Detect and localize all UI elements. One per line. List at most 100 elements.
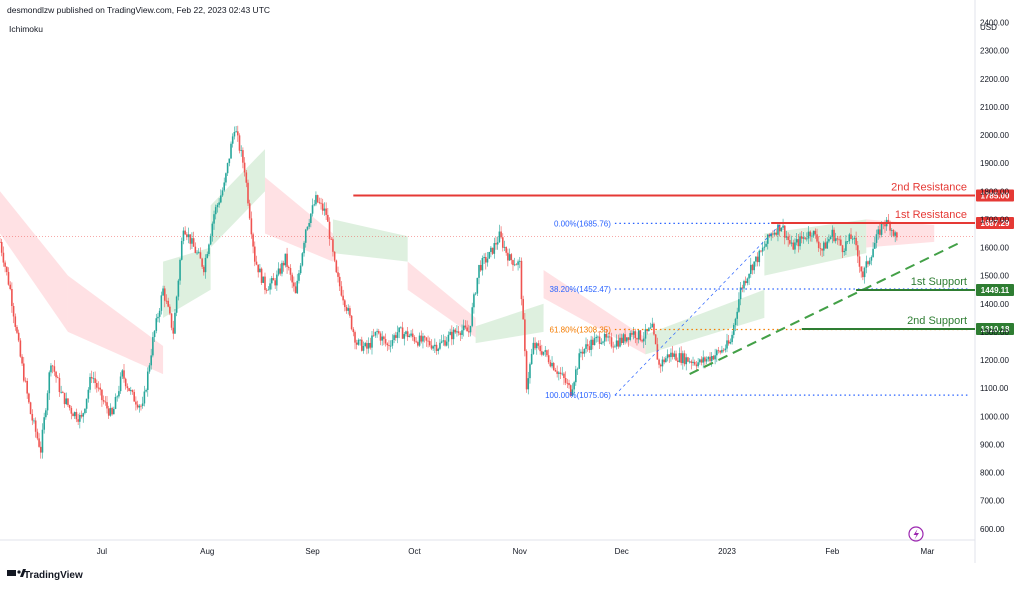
candle-body	[231, 136, 234, 144]
candle-body	[592, 339, 594, 346]
candle-body	[28, 393, 30, 403]
level-label: 1st Support	[911, 276, 967, 288]
candle-body	[896, 232, 898, 238]
candle-body	[213, 214, 215, 224]
candle-body	[396, 332, 399, 338]
candle-body	[729, 342, 732, 344]
candle-body	[332, 239, 334, 252]
candle-body	[209, 235, 212, 245]
indicator-label: Ichimoku	[9, 24, 43, 34]
lightning-icon[interactable]	[908, 526, 924, 542]
candle-body	[201, 258, 203, 267]
candle-body	[138, 405, 141, 408]
candle-body	[192, 238, 195, 247]
candle-body	[653, 323, 655, 335]
candle-body	[408, 335, 411, 338]
candle-body	[58, 378, 61, 393]
candle-body	[760, 250, 762, 252]
candle-body	[524, 319, 526, 352]
candle-body	[479, 264, 482, 271]
candle-body	[12, 305, 15, 317]
candle-body	[654, 334, 657, 345]
candle-body	[547, 355, 550, 363]
candle-body	[840, 239, 842, 246]
candle-body	[469, 325, 472, 333]
candle-body	[636, 338, 638, 340]
candle-body	[347, 308, 350, 311]
candle-body	[293, 282, 295, 287]
candle-body	[473, 294, 475, 308]
candle-body	[751, 264, 754, 271]
candle-body	[795, 239, 798, 243]
candle-body	[264, 276, 266, 290]
candle-body	[558, 372, 560, 374]
candle-body	[800, 236, 803, 239]
candle-body	[590, 339, 592, 350]
price-tick-label: 1000.00	[980, 412, 1009, 421]
candle-body	[172, 327, 175, 334]
candle-body	[858, 256, 861, 267]
candle-body	[345, 306, 348, 311]
candle-body	[700, 359, 703, 363]
candle-body	[29, 402, 32, 414]
candle-body	[614, 346, 616, 348]
candle-body	[624, 334, 626, 342]
candle-body	[349, 308, 351, 316]
price-axis[interactable]: 2400.00 2300.00 2200.00 2100.00 2000.00 1900.…	[980, 19, 1009, 534]
candle-body	[4, 262, 6, 267]
candle-body	[525, 351, 528, 390]
candle-body	[809, 231, 812, 236]
candle-body	[338, 276, 341, 287]
candle-body	[605, 333, 608, 338]
time-tick-label: Aug	[200, 547, 214, 556]
candle-body	[445, 341, 448, 346]
price-tick-label: 1300.00	[980, 328, 1009, 337]
candle-body	[21, 356, 23, 364]
candle-body	[203, 266, 205, 273]
candle-body	[39, 446, 42, 453]
candle-body	[133, 392, 135, 402]
candle-body	[113, 408, 115, 415]
candle-body	[770, 233, 772, 237]
candle-body	[804, 237, 806, 239]
price-tick-label: 900.00	[980, 440, 1005, 449]
candle-body	[765, 243, 767, 247]
tradingview-logo-icon	[7, 569, 26, 577]
price-tick-label: 1900.00	[980, 159, 1009, 168]
candle-body	[722, 349, 725, 351]
candle-body	[851, 238, 854, 240]
trendline-line[interactable]	[689, 240, 962, 375]
candle-body	[498, 231, 501, 243]
candle-body	[625, 337, 628, 342]
candle-body	[539, 345, 541, 352]
time-axis[interactable]: Jul Aug Sep Oct Nov Dec 2023 Feb Mar	[97, 547, 935, 556]
candle-body	[692, 361, 694, 364]
candle-body	[135, 401, 137, 405]
candle-body	[777, 224, 779, 235]
candle-body	[834, 238, 837, 242]
candle-body	[449, 331, 451, 335]
cloud-segment	[0, 191, 68, 332]
fibonacci-retracement[interactable]: 0.00%(1685.76) 38.20%(1452.47) 61.80%(1308…	[545, 219, 970, 400]
candle-body	[451, 331, 453, 340]
candle-body	[252, 234, 254, 247]
candle-body	[420, 335, 423, 342]
support-trendline[interactable]	[689, 240, 962, 375]
candle-body	[276, 274, 278, 286]
candle-body	[19, 340, 22, 357]
candle-body	[670, 352, 672, 358]
candle-body	[194, 246, 197, 253]
candle-body	[87, 389, 90, 399]
candle-body	[109, 407, 112, 416]
candle-body	[48, 372, 51, 394]
support-resistance-levels[interactable]: 2nd Resistance 1785.00 1st Resistance 1687.…	[353, 181, 1014, 336]
candle-body	[588, 346, 591, 350]
candle-body	[65, 398, 68, 405]
level-price-label: 1449.11	[981, 286, 1010, 295]
time-tick-label: Jul	[97, 547, 107, 556]
candle-body	[400, 327, 402, 329]
candle-body	[45, 410, 47, 418]
candle-body	[357, 339, 360, 345]
